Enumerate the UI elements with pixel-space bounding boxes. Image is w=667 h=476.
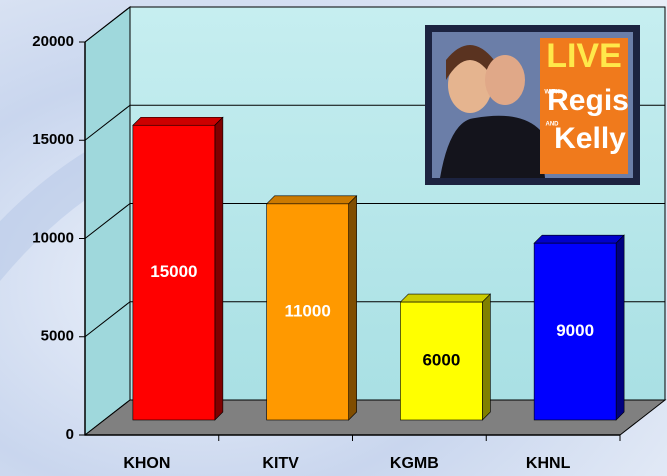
y-tick-label: 10000 (32, 229, 74, 246)
inset-text: LIVE (546, 37, 622, 75)
inset-text: WITH (544, 90, 559, 96)
bar-side (348, 195, 357, 421)
bar-top (265, 195, 358, 205)
person (485, 55, 525, 105)
x-tick-label: KHNL (526, 455, 571, 472)
x-tick-label: KITV (262, 455, 299, 472)
bar-top (399, 293, 492, 303)
hair (446, 45, 494, 80)
grid-line (84, 6, 665, 43)
bar-top (533, 234, 625, 244)
bar (533, 242, 617, 421)
clothes (440, 115, 545, 178)
grid-line (84, 203, 665, 239)
bar (400, 301, 483, 421)
bar-side (615, 234, 625, 421)
bar-top (132, 116, 224, 126)
person (448, 57, 492, 113)
x-tick-label: KHON (123, 455, 170, 472)
y-tick-label: 20000 (32, 33, 74, 50)
bar-side (482, 293, 491, 421)
inset-text: AND (546, 122, 560, 128)
bar (266, 203, 349, 421)
data-label: 11000 (284, 301, 330, 320)
bar (132, 124, 216, 421)
data-label: 6000 (422, 351, 460, 370)
y-tick-label: 15000 (32, 131, 74, 148)
inset-text: Regis (547, 84, 629, 117)
y-tick-label: 5000 (41, 328, 74, 345)
inset-logo-bg (540, 38, 628, 174)
inset-image: LIVE WITH Regis AND Kelly (425, 25, 640, 185)
inset-text: Kelly (554, 122, 626, 155)
data-label: 9000 (556, 321, 594, 340)
y-tick-label: 0 (66, 426, 74, 443)
data-label: 15000 (150, 262, 197, 281)
bar-side (214, 116, 224, 421)
x-tick-label: KGMB (390, 455, 439, 472)
